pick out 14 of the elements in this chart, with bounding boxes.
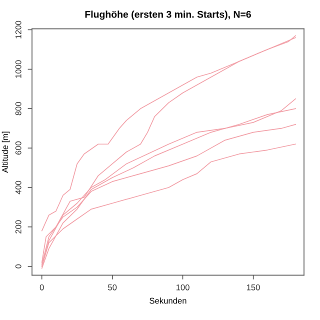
y-axis-title: Altitude [m] [2,132,10,173]
y-tick-label: 1000 [15,60,22,78]
y-tick-label: 1200 [15,20,22,38]
x-tick-label: 150 [246,284,260,290]
y-tick-label: 200 [15,220,22,234]
chart-title: Flughöhe (ersten 3 min. Starts), N=6 [85,10,251,20]
y-tick-label: 600 [15,141,22,155]
x-axis-title: Sekunden [150,298,186,304]
y-tick-label: 400 [15,180,22,194]
x-tick-label: 50 [108,284,117,290]
y-tick-label: 0 [15,264,22,268]
x-tick-label: 0 [40,284,44,290]
y-tick-label: 800 [15,102,22,116]
x-tick-label: 100 [176,284,190,290]
